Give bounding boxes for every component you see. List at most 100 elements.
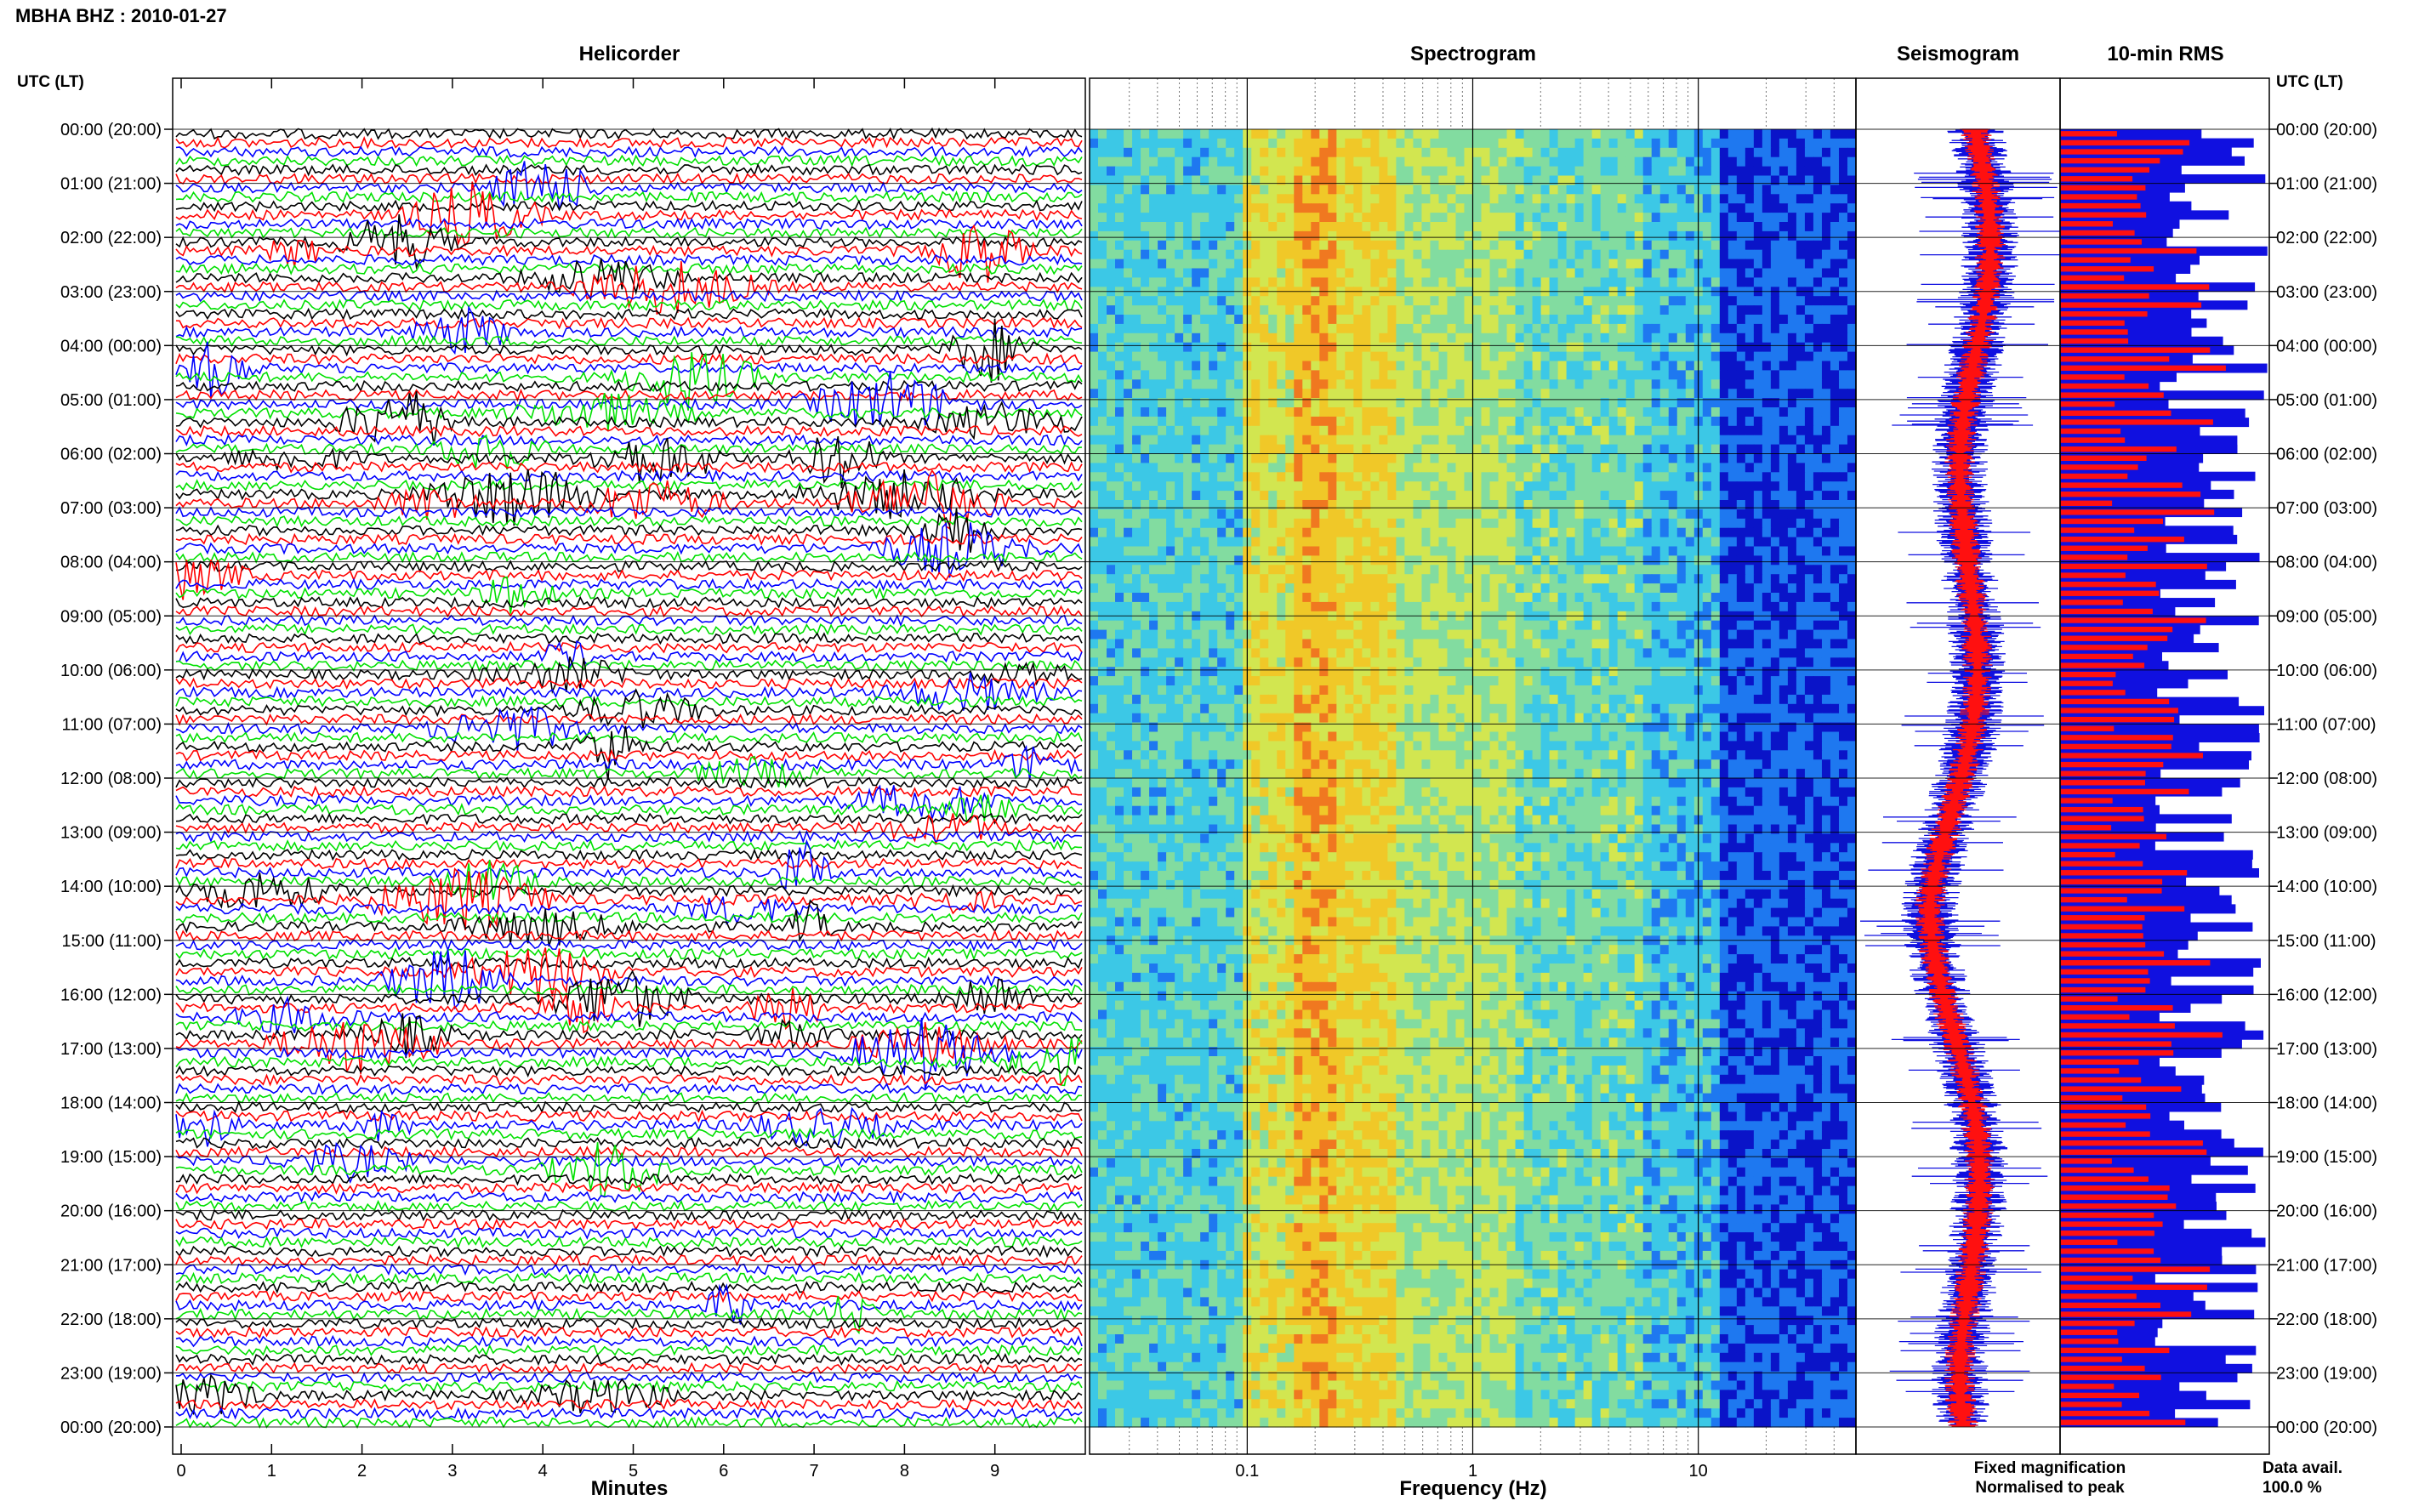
helicorder-trace (175, 929, 1083, 943)
rms-bar-normalised (2060, 1059, 2139, 1065)
hour-label-right: 01:00 (21:00) (2276, 175, 2377, 194)
hour-label-left: 01:00 (21:00) (60, 175, 162, 194)
hour-label-left: 03:00 (23:00) (60, 283, 162, 302)
helicorder-trace (175, 1280, 1083, 1294)
rms-bar-normalised (2060, 1032, 2223, 1038)
helicorder-trace (175, 1398, 1083, 1411)
rms-bar-normalised (2060, 906, 2185, 912)
minute-tick-label: 4 (538, 1462, 548, 1481)
helicorder-trace (175, 145, 1083, 158)
helicorder-trace (175, 956, 1083, 970)
hour-label-left: 05:00 (01:00) (60, 391, 162, 410)
rms-bar-normalised (2060, 509, 2215, 515)
hour-label-right: 00:00 (20:00) (2276, 121, 2377, 139)
helicorder-trace (175, 560, 1083, 573)
hour-label-left: 13:00 (09:00) (60, 824, 162, 843)
rms-bar-normalised (2060, 1194, 2168, 1200)
plot-title: MBHA BHZ : 2010-01-27 (15, 5, 227, 26)
hour-label-left: 09:00 (05:00) (60, 607, 162, 626)
rms-bar-normalised (2060, 1023, 2175, 1029)
helicorder-trace (175, 986, 1083, 1034)
rms-bar-normalised (2060, 266, 2154, 272)
helicorder-trace (175, 639, 1083, 668)
helicorder-trace (175, 867, 1083, 931)
rms-bar-normalised (2060, 1374, 2161, 1380)
hour-label-right: 21:00 (17:00) (2276, 1256, 2377, 1275)
helicorder-trace (175, 748, 1083, 763)
rms-bar-fixed (2060, 778, 2240, 787)
helicorder-trace (175, 469, 1083, 484)
rms-bar-normalised (2060, 1014, 2130, 1020)
helicorder-trace (175, 969, 1083, 1027)
rms-bar-normalised (2060, 861, 2143, 867)
rms-bar-normalised (2060, 401, 2115, 407)
rms-bar-normalised (2060, 941, 2146, 948)
helicorder-trace (175, 677, 1083, 691)
helicorder-trace (175, 829, 1083, 844)
rms-bar-normalised (2060, 1077, 2142, 1083)
rms-bar-normalised (2060, 176, 2133, 182)
rms-bar-fixed (2060, 1400, 2251, 1410)
rms-bar-normalised (2060, 1140, 2203, 1146)
rms-bar-normalised (2060, 410, 2171, 416)
rms-bar-normalised (2060, 1185, 2170, 1191)
hour-label-left: 21:00 (17:00) (60, 1256, 162, 1275)
rms-bar-normalised (2060, 798, 2113, 804)
rms-bar-normalised (2060, 1203, 2177, 1209)
rms-bar-normalised (2060, 986, 2146, 993)
rms-bar-normalised (2060, 816, 2144, 821)
rms-bar-normalised (2060, 761, 2164, 768)
rms-bar-normalised (2060, 1005, 2173, 1011)
hour-label-left: 11:00 (07:00) (62, 715, 162, 734)
hour-label-left: 06:00 (02:00) (60, 446, 162, 464)
hour-label-right: 09:00 (05:00) (2276, 607, 2377, 626)
rms-bar-fixed (2060, 967, 2254, 977)
frequency-tick-label: 1 (1468, 1462, 1477, 1481)
helicorder-trace (175, 1253, 1083, 1267)
rms-panel (2060, 129, 2268, 1428)
rms-bar-normalised (2060, 157, 2160, 164)
helicorder-trace (175, 725, 1083, 781)
rms-bar-fixed (2060, 1165, 2248, 1175)
rms-bar-normalised (2060, 455, 2147, 461)
rms-bar-normalised (2060, 563, 2207, 570)
rms-bar-normalised (2060, 500, 2113, 506)
rms-bar-normalised (2060, 680, 2113, 686)
rms-bar-normalised (2060, 202, 2141, 209)
rms-bar-normalised (2060, 1248, 2154, 1254)
hour-label-left: 00:00 (20:00) (60, 1418, 162, 1437)
rms-bar-normalised (2060, 257, 2131, 263)
rms-bar-normalised (2060, 708, 2178, 713)
helicorder-trace (175, 946, 1083, 961)
hour-label-left: 04:00 (00:00) (60, 337, 162, 355)
rms-bar-normalised (2060, 653, 2133, 660)
helicorder-trace (175, 1181, 1083, 1195)
helicorder-trace (175, 1064, 1083, 1078)
rms-bar-fixed (2060, 173, 2266, 184)
rms-bar-fixed (2060, 985, 2254, 995)
rms-bar-normalised (2060, 1149, 2207, 1155)
rms-bar-normalised (2060, 888, 2162, 894)
rms-bar-normalised (2060, 671, 2116, 678)
helicorder-trace (175, 434, 1083, 470)
rms-bar-normalised (2060, 383, 2149, 389)
rms-bar-normalised (2060, 851, 2115, 858)
rms-bar-fixed (2060, 318, 2207, 328)
rms-bar-fixed (2060, 1382, 2180, 1392)
rms-bar-normalised (2060, 770, 2146, 776)
rms-bar-normalised (2060, 933, 2143, 939)
helicorder-trace (175, 744, 1083, 781)
helicorder-trace (175, 622, 1083, 636)
rms-bar-fixed (2060, 859, 2252, 869)
helicorder-trace (175, 1379, 1083, 1393)
hour-label-left: 12:00 (08:00) (60, 770, 162, 788)
helicorder-trace (175, 469, 1083, 526)
rms-bar-normalised (2060, 978, 2150, 984)
rms-bar-normalised (2060, 293, 2149, 299)
helicorder-trace (175, 199, 1083, 213)
helicorder-trace (175, 838, 1083, 890)
hour-label-right: 12:00 (08:00) (2276, 770, 2377, 788)
rms-bar-fixed (2060, 571, 2206, 581)
helicorder-trace (175, 550, 1083, 565)
helicorder-trace (175, 226, 1083, 239)
